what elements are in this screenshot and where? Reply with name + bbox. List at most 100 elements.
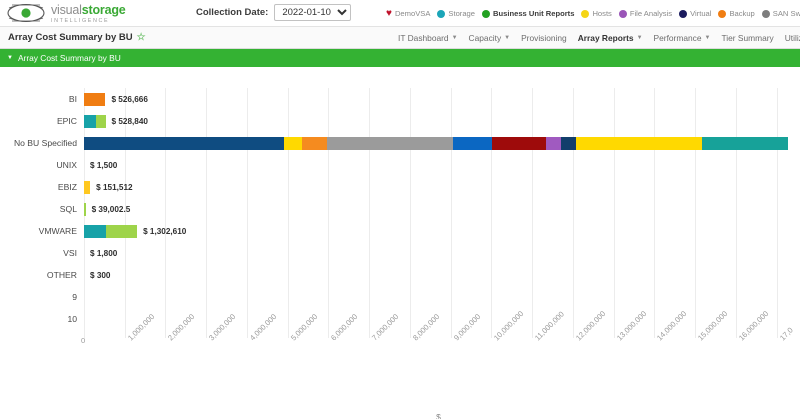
bar-row[interactable]: EBIZ $ 151,512 bbox=[58, 176, 133, 198]
x-axis-tick-label: 0 bbox=[81, 336, 86, 345]
bar-segment[interactable] bbox=[452, 136, 493, 150]
bar-segment[interactable] bbox=[576, 136, 702, 150]
stacked-bar[interactable] bbox=[84, 114, 106, 128]
x-axis-tick-label: 4,000,000 bbox=[247, 312, 279, 343]
x-axis-tick-label: 14,000,000 bbox=[655, 309, 689, 343]
dot-icon bbox=[679, 9, 688, 18]
bar-value-label: $ 526,666 bbox=[111, 94, 148, 104]
x-axis-tick-label: 1,000,000 bbox=[125, 312, 156, 343]
bar-row[interactable]: EPIC $ 528,840 bbox=[57, 110, 148, 132]
x-axis-tick-label: 6,000,000 bbox=[329, 312, 360, 343]
nav-item-it-dashboard[interactable]: IT Dashboard ▼ bbox=[398, 33, 458, 43]
category-label: UNIX bbox=[56, 160, 77, 170]
x-axis-tick-label: 2,000,000 bbox=[166, 312, 197, 343]
bar-row[interactable]: OTHER $ 300 bbox=[47, 264, 111, 286]
stacked-bar[interactable] bbox=[84, 224, 138, 238]
dot-icon bbox=[581, 9, 590, 18]
bar-segment[interactable] bbox=[284, 136, 303, 150]
nav-item-capacity[interactable]: Capacity ▼ bbox=[469, 33, 511, 43]
legend-item-virtual[interactable]: Virtual bbox=[679, 9, 711, 18]
gridline bbox=[735, 88, 737, 338]
bar-row[interactable]: VSI $ 1,800 bbox=[63, 242, 117, 264]
gridline bbox=[532, 88, 534, 338]
dot-icon bbox=[718, 9, 727, 18]
bar-value-label: $ 1,500 bbox=[90, 160, 118, 170]
legend-item-san-switch[interactable]: SAN Switch bbox=[761, 9, 800, 18]
x-axis-tick-label: 15,000,000 bbox=[696, 309, 730, 343]
bar-value-label: $ 1,302,610 bbox=[143, 226, 187, 236]
legend-item-label: Backup bbox=[729, 9, 755, 18]
x-axis-tick-label: 11,000,000 bbox=[533, 309, 567, 343]
star-icon[interactable]: ☆ bbox=[136, 31, 146, 43]
stacked-bar[interactable] bbox=[84, 180, 91, 194]
category-label: 9 bbox=[72, 292, 77, 302]
report-panel-header[interactable]: ▼ Array Cost Summary by BU bbox=[0, 49, 800, 67]
brand-logo[interactable]: visualstorage INTELLIGENCE bbox=[0, 2, 126, 24]
bar-segment[interactable] bbox=[106, 224, 138, 238]
bar-row[interactable]: SQL $ 39,002.5 bbox=[60, 198, 131, 220]
bar-segment[interactable] bbox=[302, 136, 328, 150]
legend-item-backup[interactable]: Backup bbox=[718, 9, 755, 18]
legend-item-hosts[interactable]: Hosts bbox=[581, 9, 612, 18]
gridline bbox=[491, 88, 493, 338]
category-label: OTHER bbox=[46, 270, 77, 280]
nav-item-array-reports[interactable]: Array Reports ▼ bbox=[578, 33, 643, 43]
nav-item-label: Capacity bbox=[468, 33, 502, 43]
collection-date-select[interactable]: 2022-01-10 bbox=[274, 4, 352, 21]
bar-segment[interactable] bbox=[84, 92, 106, 106]
gridline bbox=[165, 88, 167, 338]
bar-segment[interactable] bbox=[84, 202, 86, 216]
x-axis-tick-label: 17,0 bbox=[777, 325, 795, 343]
bar-segment[interactable] bbox=[561, 136, 577, 150]
legend-item-label: Business Unit Reports bbox=[493, 9, 575, 18]
page-title-bar: Array Cost Summary by BU ☆ IT Dashboard ▼… bbox=[0, 27, 800, 49]
stacked-bar[interactable] bbox=[84, 92, 106, 106]
bar-segment[interactable] bbox=[84, 180, 91, 194]
bar-row[interactable]: UNIX $ 1,500 bbox=[56, 154, 118, 176]
bar-segment[interactable] bbox=[327, 136, 453, 150]
dot-icon bbox=[618, 9, 627, 18]
bar-value-label: $ 151,512 bbox=[96, 182, 133, 192]
bar-segment[interactable] bbox=[84, 224, 107, 238]
stacked-bar[interactable] bbox=[84, 202, 86, 216]
nav-item-provisioning[interactable]: Provisioning bbox=[521, 33, 567, 43]
x-axis-tick-label: 16,000,000 bbox=[736, 309, 771, 343]
bar-segment[interactable] bbox=[701, 136, 789, 150]
nav-item-tier-summary[interactable]: Tier Summary bbox=[721, 33, 773, 43]
nav-item-performance[interactable]: Performance ▼ bbox=[654, 33, 711, 43]
gridline bbox=[776, 88, 778, 338]
nav-item-utilization[interactable]: Utilization▼ bbox=[785, 33, 800, 43]
gridline bbox=[572, 88, 574, 338]
gridline bbox=[369, 88, 371, 338]
x-axis-tick-label: 10,000,000 bbox=[492, 309, 526, 343]
collection-date-label: Collection Date: bbox=[196, 7, 269, 18]
chevron-down-icon: ▼ bbox=[504, 35, 511, 41]
page-title: Array Cost Summary by BU ☆ bbox=[0, 32, 146, 43]
stacked-bar[interactable] bbox=[84, 136, 789, 150]
brand-subtitle: INTELLIGENCE bbox=[51, 17, 110, 24]
bar-value-label: $ 39,002.5 bbox=[91, 204, 131, 214]
bar-row[interactable]: No BU Specified bbox=[14, 132, 789, 154]
chevron-down-icon: ▼ bbox=[451, 35, 458, 41]
dot-icon bbox=[482, 9, 490, 18]
nav-item-label: Array Reports bbox=[577, 33, 634, 43]
bar-segment[interactable] bbox=[492, 136, 547, 150]
eye-logo-icon bbox=[6, 2, 46, 24]
collection-date-group: Collection Date: 2022-01-10 bbox=[196, 4, 352, 21]
bar-segment[interactable] bbox=[96, 114, 106, 128]
bar-segment[interactable] bbox=[546, 136, 562, 150]
legend-item-label: Virtual bbox=[690, 9, 712, 18]
gridline bbox=[613, 88, 615, 338]
legend-item-file-analysis[interactable]: File Analysis bbox=[618, 9, 672, 18]
bar-segment[interactable] bbox=[84, 136, 285, 150]
legend-item-storage[interactable]: Storage bbox=[437, 9, 475, 18]
legend-item-demovsa[interactable]: ♥ DemoVSA bbox=[386, 8, 430, 18]
x-axis-title: $ bbox=[436, 412, 441, 419]
bar-row[interactable]: VMWARE $ 1,302,610 bbox=[39, 220, 187, 242]
bar-row[interactable]: BI $ 526,666 bbox=[69, 88, 148, 110]
legend-item-business-unit-reports[interactable]: Business Unit Reports bbox=[482, 9, 574, 18]
gridline bbox=[450, 88, 452, 338]
chart-area: BI $ 526,666 EPIC $ 528,840 No BU Specified U… bbox=[0, 67, 800, 419]
bar-segment[interactable] bbox=[84, 114, 97, 128]
chevron-down-icon[interactable]: ▼ bbox=[7, 55, 13, 61]
